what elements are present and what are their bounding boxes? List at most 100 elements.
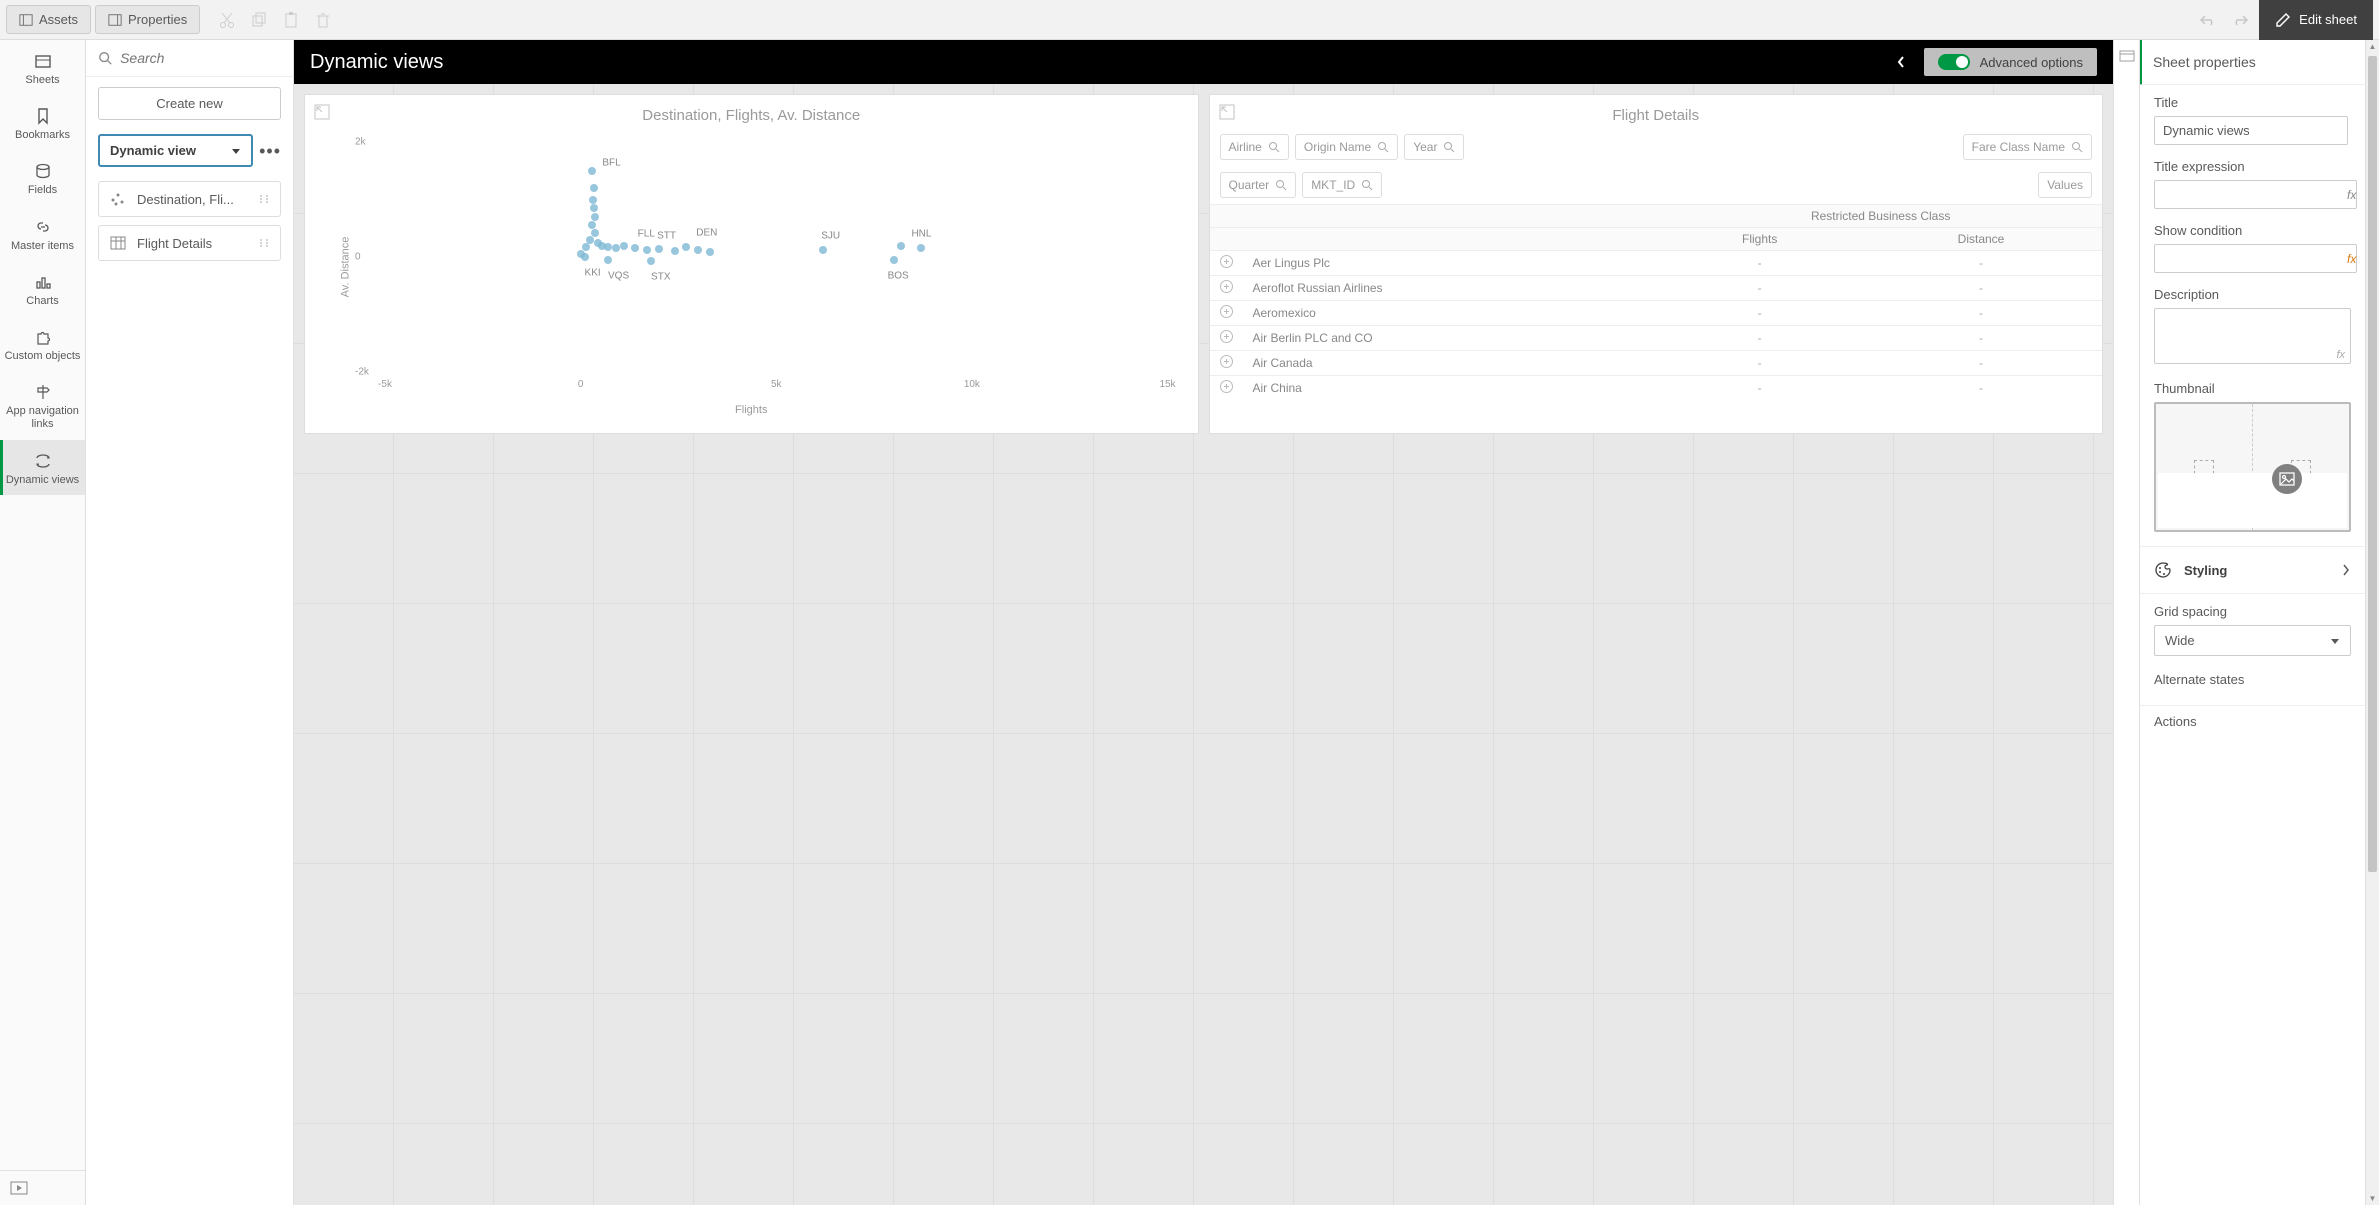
filter-chip-label: Year [1413, 140, 1437, 154]
scatter-point[interactable] [582, 243, 590, 251]
scatter-point[interactable] [655, 245, 663, 253]
col-distance[interactable]: Distance [1860, 228, 2102, 251]
scatter-point[interactable] [694, 246, 702, 254]
alternate-states-section[interactable]: Alternate states [2140, 660, 2365, 687]
description-input[interactable] [2154, 308, 2351, 364]
show-cond-input[interactable] [2154, 244, 2347, 273]
rail-item-charts[interactable]: Charts [0, 261, 85, 316]
scatter-point[interactable] [631, 244, 639, 252]
scatter-point[interactable] [890, 256, 898, 264]
rail-bottom-button[interactable] [0, 1170, 85, 1205]
scatter-point[interactable] [581, 253, 589, 261]
x-tick: -5k [378, 379, 392, 390]
table-row[interactable]: Aer Lingus Plc - - [1210, 251, 2103, 276]
flight-details-card[interactable]: Flight Details AirlineOrigin NameYearFar… [1209, 94, 2104, 434]
collapse-header-button[interactable] [1888, 49, 1914, 75]
scatter-point[interactable] [589, 196, 597, 204]
show-cond-fx-button[interactable]: fx [2347, 244, 2357, 273]
advanced-options-toggle[interactable]: Advanced options [1924, 48, 2097, 76]
scatter-point[interactable] [706, 248, 714, 256]
view-more-button[interactable]: ••• [259, 142, 281, 160]
scatter-point[interactable] [682, 243, 690, 251]
scatter-chart-card[interactable]: Destination, Flights, Av. Distance Av. D… [304, 94, 1199, 434]
scatter-point[interactable] [643, 246, 651, 254]
styling-section-button[interactable]: Styling [2140, 546, 2365, 594]
scatter-point[interactable] [588, 167, 596, 175]
scatter-point[interactable] [897, 242, 905, 250]
rail-item-sheets[interactable]: Sheets [0, 40, 85, 95]
table-row[interactable]: Aeroflot Russian Airlines - - [1210, 276, 2103, 301]
title-expr-fx-button[interactable]: fx [2347, 180, 2357, 209]
expand-row-icon[interactable] [1220, 330, 1233, 343]
rail-item-app-nav-links[interactable]: App navigation links [0, 371, 85, 439]
scatter-point-label: BOS [888, 271, 909, 282]
expand-row-icon[interactable] [1220, 305, 1233, 318]
properties-tab-button[interactable]: Properties [95, 5, 200, 34]
description-label: Description [2154, 287, 2351, 302]
filter-chip[interactable]: Fare Class Name [1963, 134, 2092, 160]
filter-chip[interactable]: Origin Name [1295, 134, 1398, 160]
expand-row-icon[interactable] [1220, 255, 1233, 268]
col-flights[interactable]: Flights [1659, 228, 1860, 251]
props-scrollbar[interactable]: ▲ ▼ [2365, 40, 2379, 1205]
grid-spacing-dropdown[interactable]: Wide [2154, 625, 2351, 656]
assets-search-input[interactable] [120, 50, 281, 66]
rail-item-fields[interactable]: Fields [0, 150, 85, 205]
panel-left-icon [19, 13, 33, 27]
filter-chip-label: Values [2047, 178, 2083, 192]
scatter-point[interactable] [604, 243, 612, 251]
filter-chip[interactable]: Airline [1220, 134, 1289, 160]
filter-chip[interactable]: Year [1404, 134, 1464, 160]
table-row[interactable]: Air Berlin PLC and CO - - [1210, 326, 2103, 351]
scatter-point[interactable] [590, 204, 598, 212]
filter-chip[interactable]: Values [2038, 172, 2092, 198]
rail-item-bookmarks[interactable]: Bookmarks [0, 95, 85, 150]
scatter-point[interactable] [590, 184, 598, 192]
scatter-title: Destination, Flights, Av. Distance [305, 95, 1198, 128]
scatter-point[interactable] [591, 213, 599, 221]
expand-icon[interactable] [1218, 103, 1236, 121]
signpost-icon [34, 383, 52, 401]
expand-icon[interactable] [313, 103, 331, 121]
distance-cell: - [1860, 276, 2102, 301]
asset-item-label: Destination, Fli... [137, 192, 258, 207]
asset-item[interactable]: Destination, Fli... [98, 181, 281, 217]
scatter-point[interactable] [917, 244, 925, 252]
rail-item-custom-objects[interactable]: Custom objects [0, 316, 85, 371]
filter-chip-label: Fare Class Name [1972, 140, 2065, 154]
edit-sheet-button[interactable]: Edit sheet [2259, 0, 2373, 40]
thumbnail-preview[interactable] [2154, 402, 2351, 532]
search-icon [2071, 141, 2083, 153]
redo-icon[interactable] [2231, 13, 2249, 27]
rail-item-master-items[interactable]: Master items [0, 206, 85, 261]
table-row[interactable]: Air Canada - - [1210, 351, 2103, 376]
filter-chip[interactable]: Quarter [1220, 172, 1297, 198]
scatter-point[interactable] [647, 257, 655, 265]
expand-row-icon[interactable] [1220, 280, 1233, 293]
scatter-point[interactable] [620, 242, 628, 250]
undo-icon[interactable] [2199, 13, 2217, 27]
expand-row-icon[interactable] [1220, 380, 1233, 393]
scatter-point[interactable] [604, 256, 612, 264]
title-input[interactable] [2154, 116, 2348, 145]
toggle-switch[interactable] [1938, 54, 1970, 70]
table-icon [109, 234, 127, 252]
actions-section[interactable]: Actions [2140, 705, 2365, 729]
filter-chip[interactable]: MKT_ID [1302, 172, 1382, 198]
title-expr-input[interactable] [2154, 180, 2347, 209]
description-fx-icon[interactable]: fx [2336, 349, 2345, 361]
assets-tab-button[interactable]: Assets [6, 5, 91, 34]
expand-row-icon[interactable] [1220, 355, 1233, 368]
table-row[interactable]: Aeromexico - - [1210, 301, 2103, 326]
asset-item[interactable]: Flight Details [98, 225, 281, 261]
show-cond-label: Show condition [2154, 223, 2351, 238]
create-new-button[interactable]: Create new [98, 87, 281, 120]
table-row[interactable]: Air China - - [1210, 376, 2103, 401]
scatter-point[interactable] [671, 247, 679, 255]
sheet-mini-icon[interactable] [2119, 50, 2135, 62]
props-mini-rail [2113, 40, 2139, 1205]
scatter-point[interactable] [612, 244, 620, 252]
view-type-dropdown[interactable]: Dynamic view [98, 134, 253, 167]
scatter-point[interactable] [819, 246, 827, 254]
rail-item-dynamic-views[interactable]: Dynamic views [0, 440, 85, 495]
